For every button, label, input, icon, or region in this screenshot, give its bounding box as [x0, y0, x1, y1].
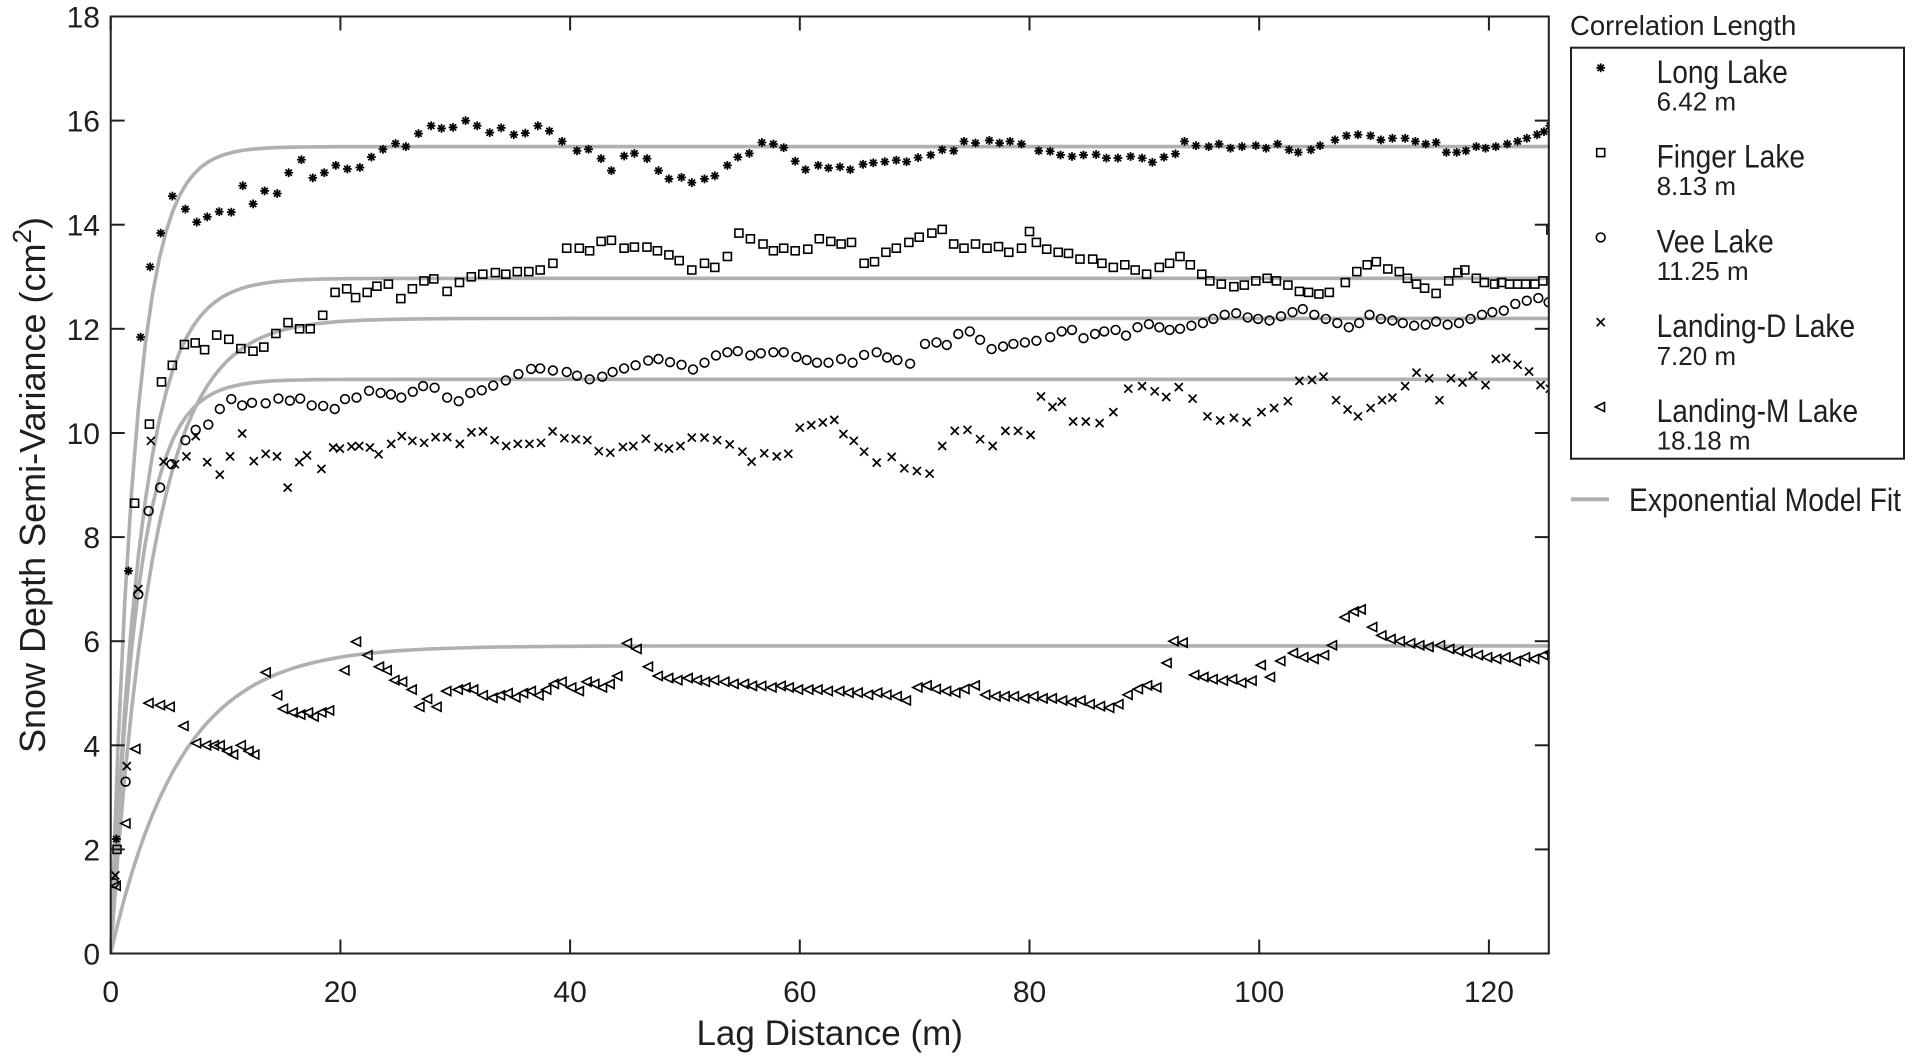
- svg-text:40: 40: [553, 976, 586, 1009]
- svg-text:Lag Distance (m): Lag Distance (m): [696, 1014, 962, 1053]
- svg-text:80: 80: [1013, 976, 1046, 1009]
- svg-text:0: 0: [83, 939, 100, 972]
- svg-text:120: 120: [1464, 976, 1514, 1009]
- svg-text:Vee Lake: Vee Lake: [1657, 223, 1774, 259]
- svg-text:16: 16: [67, 106, 100, 139]
- svg-text:Correlation Length: Correlation Length: [1570, 10, 1796, 41]
- svg-text:7.20 m: 7.20 m: [1657, 341, 1737, 371]
- svg-text:14: 14: [67, 210, 100, 243]
- svg-text:8: 8: [83, 522, 100, 555]
- svg-text:6: 6: [83, 626, 100, 659]
- svg-text:18: 18: [67, 2, 100, 35]
- svg-text:Exponential Model Fit: Exponential Model Fit: [1629, 482, 1901, 518]
- svg-text:0: 0: [102, 976, 119, 1009]
- svg-text:6.42 m: 6.42 m: [1657, 86, 1737, 116]
- svg-text:60: 60: [783, 976, 816, 1009]
- svg-text:Snow Depth Semi-Variance (cm2): Snow Depth Semi-Variance (cm2): [7, 217, 53, 753]
- svg-text:18.18 m: 18.18 m: [1657, 426, 1751, 456]
- svg-text:Long Lake: Long Lake: [1657, 54, 1788, 90]
- svg-text:20: 20: [324, 976, 357, 1009]
- svg-text:Finger Lake: Finger Lake: [1657, 139, 1805, 175]
- svg-text:2: 2: [83, 834, 100, 867]
- svg-text:4: 4: [83, 730, 100, 763]
- svg-text:11.25 m: 11.25 m: [1657, 256, 1749, 286]
- svg-text:Landing-D Lake: Landing-D Lake: [1657, 308, 1856, 344]
- svg-text:Landing-M Lake: Landing-M Lake: [1657, 393, 1859, 429]
- svg-text:12: 12: [67, 314, 100, 347]
- svg-text:8.13 m: 8.13 m: [1657, 171, 1737, 201]
- svg-text:100: 100: [1234, 976, 1284, 1009]
- svg-text:10: 10: [67, 418, 100, 451]
